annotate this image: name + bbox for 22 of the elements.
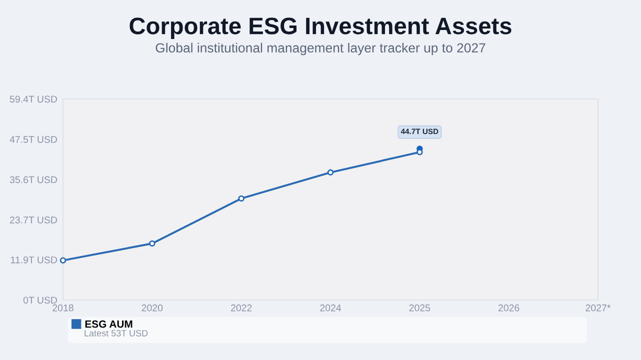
chart-title: Corporate ESG Investment Assets: [130, 18, 512, 40]
x-tick-label: 2026: [498, 304, 520, 312]
point: [327, 169, 334, 176]
text: Latest 53T USD: [84, 330, 148, 336]
y-tick-label: 47.5T USD: [10, 136, 57, 143]
point: [238, 195, 244, 202]
y-tick-label: 23.7T USD: [10, 216, 57, 224]
point: [60, 257, 66, 264]
legend-label: ESG AUM: [85, 320, 132, 328]
point: [416, 149, 423, 156]
x-tick-label: 2024: [320, 304, 342, 312]
x-tick-label: 2027*: [586, 304, 611, 312]
point: [149, 240, 156, 247]
x-tick-label: 2025: [409, 304, 430, 312]
x-tick-label: 2022: [231, 304, 252, 312]
x-tick-label: 2018: [52, 304, 74, 312]
chart-subtitle: Global institutional management layer tracker up to 2027: [156, 42, 486, 56]
y-tick-label: 11.9T USD: [10, 256, 57, 264]
y-tick-label: 35.6T USD: [10, 176, 57, 184]
y-tick-label: 0T USD: [23, 296, 57, 304]
x-tick-label: 2020: [142, 304, 163, 312]
y-tick-label: 59.4T USD: [10, 96, 57, 103]
